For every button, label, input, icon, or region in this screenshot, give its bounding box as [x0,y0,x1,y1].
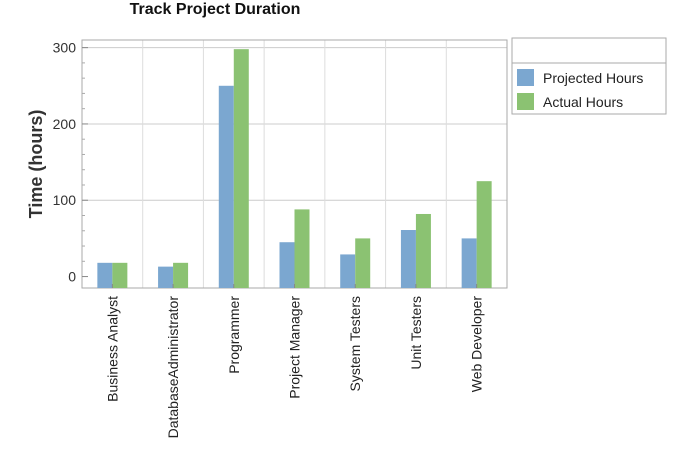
bar-projected-2 [218,85,234,289]
x-tick-label: Business Analyst [104,296,120,402]
y-tick-label: 0 [68,269,76,285]
bar-projected-3 [279,242,295,288]
y-axis-label: Time (hours) [26,110,46,219]
bar-actual-5 [415,213,431,288]
bar-projected-0 [97,262,113,288]
bar-actual-2 [233,49,249,288]
y-tick-label: 100 [53,192,77,208]
x-tick-label: DatabaseAdministrator [165,296,181,439]
legend: Projected Hours Actual Hours [511,37,667,115]
y-tick-label: 300 [53,40,77,56]
bar-actual-4 [355,238,371,288]
x-axis-labels: Business Analyst DatabaseAdministrator Pro… [104,284,485,439]
bar-projected-5 [400,230,416,288]
chart-title: Track Project Duration [130,1,301,18]
x-tick-label: Project Manager [287,296,303,399]
x-tick-label: Unit Testers [408,296,424,370]
minor-ticks [82,62,85,262]
bar-actual-3 [294,209,310,288]
bars [97,49,492,289]
x-tick-label: Web Developer [469,296,485,393]
bar-actual-1 [173,262,189,288]
x-tick-label: Programmer [226,296,242,374]
legend-swatch-actual [517,93,534,110]
y-axis-ticks: 0 100 200 300 [53,40,88,285]
bar-projected-6 [461,238,477,288]
bar-projected-1 [158,266,174,288]
bar-actual-6 [476,181,492,288]
legend-label-projected: Projected Hours [543,70,643,86]
x-tick-label: System Testers [347,296,363,391]
gridlines [82,40,507,288]
legend-box [511,37,667,115]
bar-projected-4 [340,254,356,288]
bar-actual-0 [112,262,128,288]
legend-swatch-projected [517,69,534,86]
y-tick-label: 200 [53,116,77,132]
legend-label-actual: Actual Hours [543,94,623,110]
